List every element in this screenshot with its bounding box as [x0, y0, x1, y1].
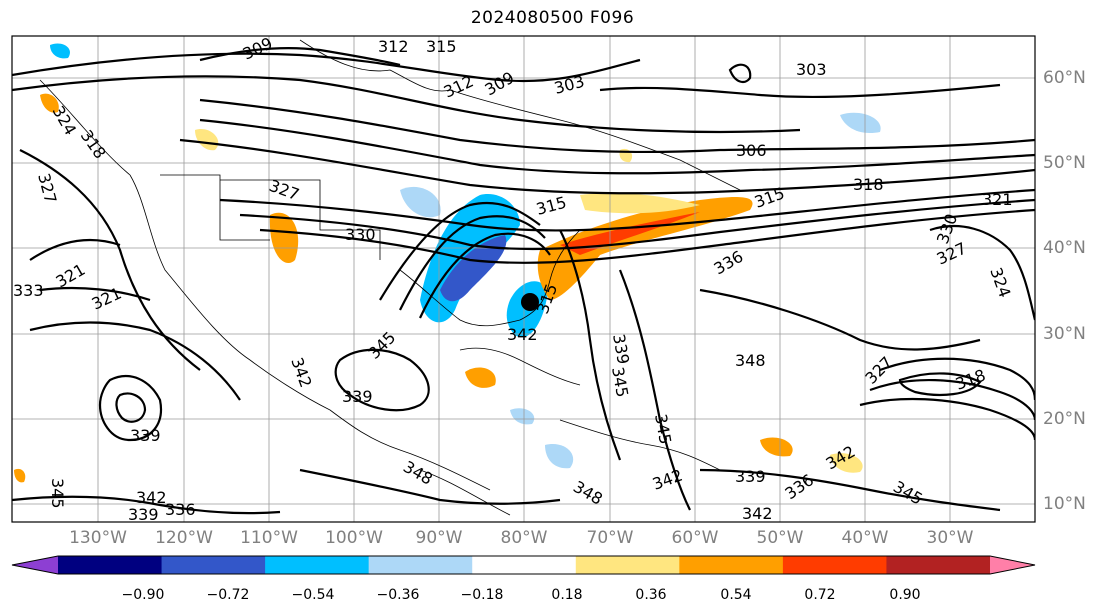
colorbar-tick: −0.72: [206, 587, 250, 603]
contour-label: 336: [165, 500, 196, 519]
lon-label: 130°W: [69, 528, 127, 548]
contour-label: 339: [128, 505, 159, 524]
contour-label: 339: [735, 467, 766, 486]
map-title: 2024080500 F096: [470, 8, 635, 28]
contour-label: 345: [48, 478, 67, 509]
contour-label: 318: [853, 175, 884, 194]
contour-label: 330: [345, 225, 376, 244]
colorbar-tick: 0.54: [720, 587, 752, 603]
contour-label: 321: [982, 190, 1013, 209]
lon-label: 110°W: [240, 528, 298, 548]
lat-label: 20°N: [1043, 409, 1086, 429]
contour-label: 306: [736, 141, 767, 160]
colorbar-tick: 0.18: [551, 587, 583, 603]
contour-label: 348: [735, 351, 766, 370]
lon-label: 40°W: [841, 528, 889, 548]
lightblue-shading: [400, 186, 441, 218]
yellow-shading: [830, 453, 863, 473]
darkblue-shading: [440, 235, 507, 302]
coastlines: [39, 39, 741, 516]
contour-label: 315: [426, 37, 457, 56]
orange-shading: [40, 93, 59, 113]
lon-label: 60°W: [671, 528, 719, 548]
map-frame: [11, 35, 1036, 523]
colorbar-tick: −0.36: [376, 587, 420, 603]
map-background: [12, 36, 1035, 522]
contour-label: 339: [130, 426, 161, 445]
lat-label: 50°N: [1043, 153, 1086, 173]
colorbar-tick: 0.90: [889, 587, 921, 603]
storm-center-marker: [521, 293, 539, 311]
yellow-shading: [195, 129, 219, 151]
colorbar-tick: −0.54: [291, 587, 335, 603]
orange-shading: [465, 367, 496, 388]
colorbar-tick: 0.36: [635, 587, 667, 603]
lon-label: 50°W: [756, 528, 804, 548]
lon-label: 30°W: [926, 528, 974, 548]
lat-label: 10°N: [1043, 494, 1086, 514]
contour-label: 342: [742, 504, 773, 523]
blue-shading: [50, 43, 70, 59]
contour-label: 342: [136, 488, 167, 507]
lat-label: 60°N: [1043, 68, 1086, 88]
lon-label: 90°W: [415, 528, 463, 548]
lat-label: 30°N: [1043, 324, 1086, 344]
lon-label: 100°W: [325, 528, 383, 548]
contour-label: 339: [342, 387, 373, 406]
lat-label: 40°N: [1043, 238, 1086, 258]
colorbar-tick: −0.90: [121, 587, 165, 603]
contour-label: 333: [13, 281, 44, 300]
orange-shading: [760, 437, 793, 457]
orange-shading: [269, 212, 299, 263]
lon-label: 120°W: [155, 528, 213, 548]
lon-label: 70°W: [586, 528, 634, 548]
grid-lines: [12, 36, 1035, 522]
lightblue-shading: [840, 112, 881, 134]
orange-shading: [14, 468, 26, 483]
red-shading: [560, 212, 700, 255]
contour-lines: [12, 46, 1035, 515]
contour-label: 342: [507, 325, 538, 344]
contour-label: 312: [378, 37, 409, 56]
colorbar-tick: 0.72: [804, 587, 836, 603]
map-figure: 312 315 309 312 309 303 303 306 327 324 …: [11, 35, 1036, 524]
contour-label: 303: [796, 60, 827, 79]
lightblue-shading: [510, 408, 535, 425]
lon-label: 80°W: [500, 528, 548, 548]
colorbar-tick: −0.18: [460, 587, 504, 603]
lightblue-shading: [545, 444, 574, 469]
